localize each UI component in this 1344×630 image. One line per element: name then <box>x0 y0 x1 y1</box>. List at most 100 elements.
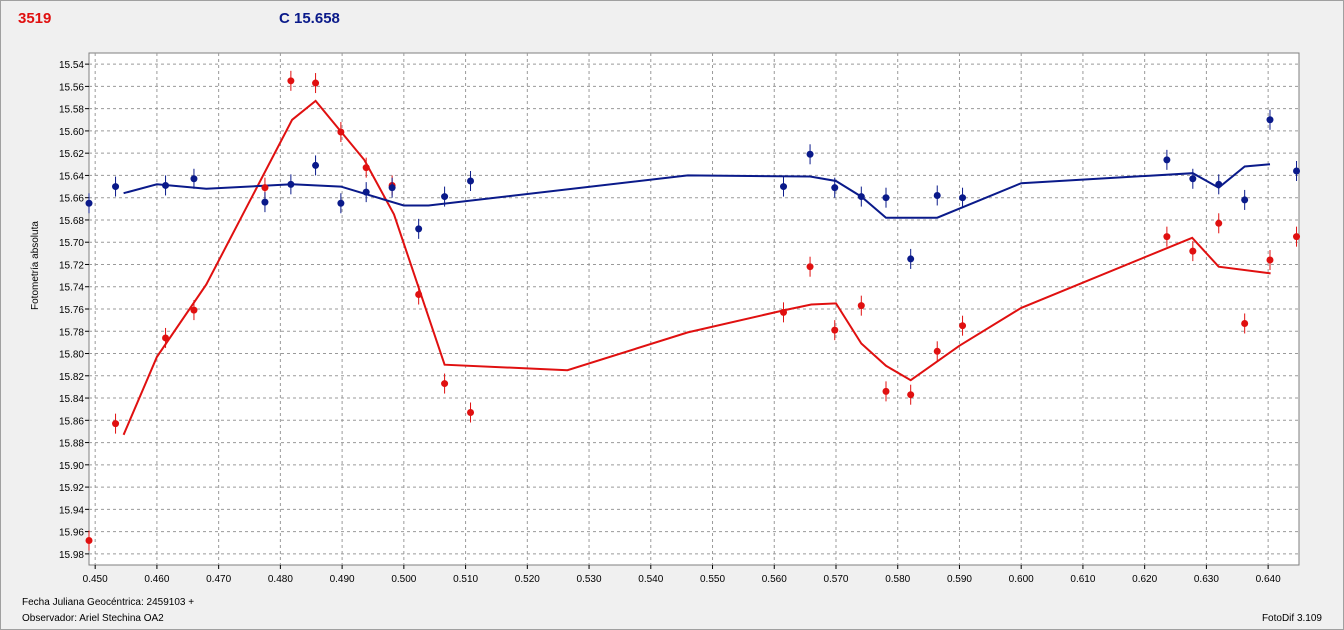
data-point <box>112 183 120 191</box>
data-point <box>287 77 295 85</box>
data-points <box>85 70 1301 551</box>
data-point <box>1293 167 1301 175</box>
y-tick-label: 15.78 <box>59 327 84 338</box>
data-point <box>831 184 839 192</box>
data-point <box>1266 256 1274 264</box>
data-point <box>287 180 295 188</box>
data-point <box>1215 180 1223 188</box>
x-tick-label: 0.580 <box>885 574 910 585</box>
x-tick-label: 0.470 <box>206 574 231 585</box>
y-tick-label: 15.72 <box>59 260 84 271</box>
data-point <box>907 255 915 263</box>
data-point <box>261 198 269 206</box>
x-tick-label: 0.600 <box>1009 574 1034 585</box>
data-point <box>1163 233 1171 241</box>
x-tick-label: 0.550 <box>700 574 725 585</box>
grid-lines <box>89 53 1299 565</box>
data-point <box>780 308 788 316</box>
data-point <box>806 150 814 158</box>
trend-line-2 <box>123 163 1271 219</box>
data-point <box>112 420 120 428</box>
x-tick-label: 0.630 <box>1194 574 1219 585</box>
x-tick-label: 0.640 <box>1256 574 1281 585</box>
x-axis-ticks: 0.450 0.460 0.470 0.480 0.490 0.500 0.510 0.520… <box>83 565 1281 585</box>
data-point <box>162 181 170 189</box>
comparison-label: C 15.658 <box>279 10 340 27</box>
data-point <box>312 79 320 87</box>
y-tick-label: 15.90 <box>59 461 84 472</box>
x-tick-label: 0.460 <box>144 574 169 585</box>
data-point <box>1293 233 1301 241</box>
data-point <box>933 191 941 199</box>
star-id-label: 3519 <box>18 10 52 27</box>
data-point <box>959 194 967 202</box>
x-tick-label: 0.500 <box>391 574 416 585</box>
data-point <box>857 193 865 201</box>
data-point <box>882 194 890 202</box>
x-tick-label: 0.570 <box>823 574 848 585</box>
x-tick-label: 0.620 <box>1132 574 1157 585</box>
data-point <box>933 347 941 355</box>
y-tick-label: 15.76 <box>59 305 84 316</box>
data-point <box>857 302 865 310</box>
data-point <box>388 184 396 192</box>
y-tick-label: 15.68 <box>59 216 84 227</box>
julian-date-label: Fecha Juliana Geocéntrica: 2459103 + <box>22 597 195 608</box>
y-tick-label: 15.62 <box>59 149 84 160</box>
y-tick-label: 15.80 <box>59 350 84 361</box>
y-tick-label: 15.98 <box>59 550 84 561</box>
y-tick-label: 15.94 <box>59 505 84 516</box>
data-point <box>467 177 475 185</box>
y-tick-label: 15.66 <box>59 194 84 205</box>
data-point <box>312 161 320 169</box>
data-point <box>1163 156 1171 164</box>
x-tick-label: 0.450 <box>83 574 108 585</box>
y-tick-label: 15.60 <box>59 127 84 138</box>
y-tick-label: 15.64 <box>59 171 84 182</box>
data-point <box>1189 247 1197 255</box>
x-tick-label: 0.610 <box>1070 574 1095 585</box>
software-version: FotoDif 3.109 <box>1261 613 1322 624</box>
y-tick-label: 15.84 <box>59 394 84 405</box>
data-point <box>85 199 93 207</box>
y-tick-label: 15.88 <box>59 439 84 450</box>
data-point <box>362 188 370 196</box>
data-point <box>415 291 423 299</box>
x-tick-label: 0.510 <box>453 574 478 585</box>
data-point <box>1241 196 1249 204</box>
data-point <box>1266 116 1274 124</box>
data-point <box>162 334 170 342</box>
data-point <box>85 537 93 545</box>
data-point <box>261 184 269 192</box>
x-tick-label: 0.480 <box>268 574 293 585</box>
y-tick-label: 15.58 <box>59 105 84 116</box>
observer-label: Observador: Ariel Stechina OA2 <box>22 613 164 624</box>
data-point <box>337 199 345 207</box>
data-point <box>959 322 967 330</box>
x-tick-label: 0.520 <box>515 574 540 585</box>
data-point <box>907 391 915 399</box>
data-point <box>831 326 839 334</box>
data-point <box>441 193 449 201</box>
y-tick-label: 15.92 <box>59 483 84 494</box>
data-point <box>337 128 345 136</box>
y-tick-label: 15.74 <box>59 283 84 294</box>
y-tick-label: 15.86 <box>59 416 84 427</box>
x-tick-label: 0.590 <box>947 574 972 585</box>
y-axis-label: Fotometría absoluta <box>30 221 41 310</box>
data-point <box>1215 219 1223 227</box>
x-tick-label: 0.560 <box>762 574 787 585</box>
x-tick-label: 0.540 <box>638 574 663 585</box>
data-point <box>780 183 788 191</box>
data-point <box>467 409 475 417</box>
y-tick-label: 15.54 <box>59 60 84 71</box>
data-point <box>882 387 890 395</box>
data-point <box>362 164 370 172</box>
y-tick-label: 15.56 <box>59 82 84 93</box>
data-point <box>190 306 198 314</box>
data-point <box>441 380 449 388</box>
data-point <box>415 225 423 233</box>
y-tick-label: 15.96 <box>59 528 84 539</box>
data-point <box>806 263 814 271</box>
